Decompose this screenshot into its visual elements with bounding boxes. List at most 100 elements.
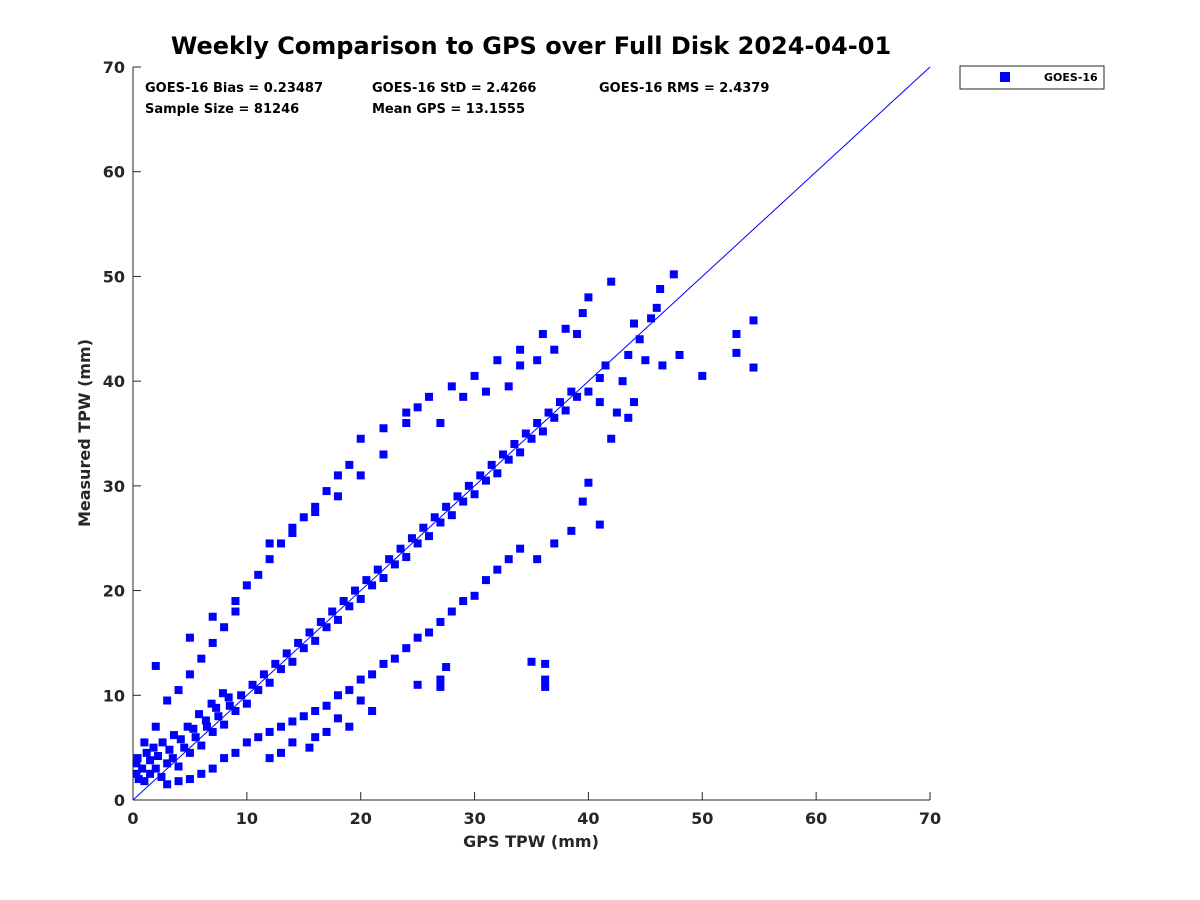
data-point: [163, 696, 172, 705]
data-point: [481, 476, 490, 485]
legend: GOES-16: [959, 65, 1105, 90]
data-point: [402, 644, 411, 653]
data-point: [476, 471, 485, 480]
data-point: [185, 633, 194, 642]
data-point: [402, 553, 411, 562]
data-point: [624, 413, 633, 422]
data-point: [521, 429, 530, 438]
data-point: [282, 649, 291, 658]
data-point: [652, 303, 661, 312]
data-point: [185, 775, 194, 784]
data-point: [436, 617, 445, 626]
data-point: [140, 777, 149, 786]
data-point: [207, 699, 216, 708]
data-point: [379, 450, 388, 459]
stat-mean-gps: Mean GPS = 13.1555: [372, 102, 525, 117]
data-point: [345, 602, 354, 611]
data-point: [413, 403, 422, 412]
data-point: [516, 345, 525, 354]
data-point: [544, 408, 553, 417]
data-point: [425, 532, 434, 541]
data-point: [516, 361, 525, 370]
data-point: [555, 398, 564, 407]
data-point: [442, 663, 451, 672]
data-point: [470, 591, 479, 600]
x-axis-ticks: 0 10 20 30 40 50 60 70: [127, 792, 941, 828]
data-point: [584, 293, 593, 302]
data-point: [146, 769, 155, 778]
data-point: [561, 406, 570, 415]
data-point: [151, 764, 160, 773]
data-point: [176, 735, 185, 744]
data-point: [493, 469, 502, 478]
data-point: [550, 539, 559, 548]
data-point: [183, 722, 192, 731]
data-point: [259, 670, 268, 679]
data-point: [368, 670, 377, 679]
data-point: [138, 764, 147, 773]
data-point: [487, 460, 496, 469]
data-point: [134, 775, 143, 784]
data-point: [413, 680, 422, 689]
data-point: [149, 743, 158, 752]
data-point: [504, 555, 513, 564]
data-point: [345, 460, 354, 469]
data-point: [339, 597, 348, 606]
legend-label: GOES-16: [1044, 71, 1098, 84]
data-point: [541, 682, 550, 691]
data-point: [368, 581, 377, 590]
data-point: [322, 623, 331, 632]
data-point: [311, 706, 320, 715]
data-point: [158, 738, 167, 747]
data-point: [311, 508, 320, 517]
data-point: [470, 371, 479, 380]
data-point: [185, 748, 194, 757]
data-point: [231, 706, 240, 715]
data-point: [208, 764, 217, 773]
data-point: [533, 356, 542, 365]
y-axis-title: Measured TPW (mm): [75, 339, 94, 527]
data-point: [629, 319, 638, 328]
data-point: [453, 492, 462, 501]
data-point: [146, 756, 155, 765]
data-point: [328, 607, 337, 616]
data-point: [265, 678, 274, 687]
x-tick-label: 70: [919, 809, 941, 828]
data-point: [185, 670, 194, 679]
data-point: [573, 330, 582, 339]
data-point: [527, 434, 536, 443]
data-point: [669, 270, 678, 279]
data-point: [151, 722, 160, 731]
data-point: [356, 434, 365, 443]
data-point: [311, 502, 320, 511]
data-point: [254, 570, 263, 579]
data-point: [288, 657, 297, 666]
x-tick-label: 20: [350, 809, 372, 828]
data-point: [464, 481, 473, 490]
data-point: [436, 419, 445, 428]
data-point: [595, 520, 604, 529]
data-point: [402, 408, 411, 417]
data-point: [396, 544, 405, 553]
data-point: [154, 752, 163, 761]
data-point: [538, 330, 547, 339]
data-point: [425, 392, 434, 401]
data-point: [254, 686, 263, 695]
data-point: [516, 448, 525, 457]
data-point: [242, 738, 251, 747]
data-point: [658, 361, 667, 370]
data-point: [379, 574, 388, 583]
data-point: [311, 733, 320, 742]
stat-rms: GOES-16 RMS = 2.4379: [599, 81, 769, 96]
x-tick-label: 10: [236, 809, 258, 828]
data-point: [197, 654, 206, 663]
data-point: [351, 586, 360, 595]
data-point: [322, 487, 331, 496]
data-point: [612, 408, 621, 417]
data-point: [624, 350, 633, 359]
data-point: [481, 387, 490, 396]
data-point: [163, 759, 172, 768]
x-tick-label: 50: [691, 809, 713, 828]
x-tick-label: 30: [463, 809, 485, 828]
data-point: [208, 638, 217, 647]
